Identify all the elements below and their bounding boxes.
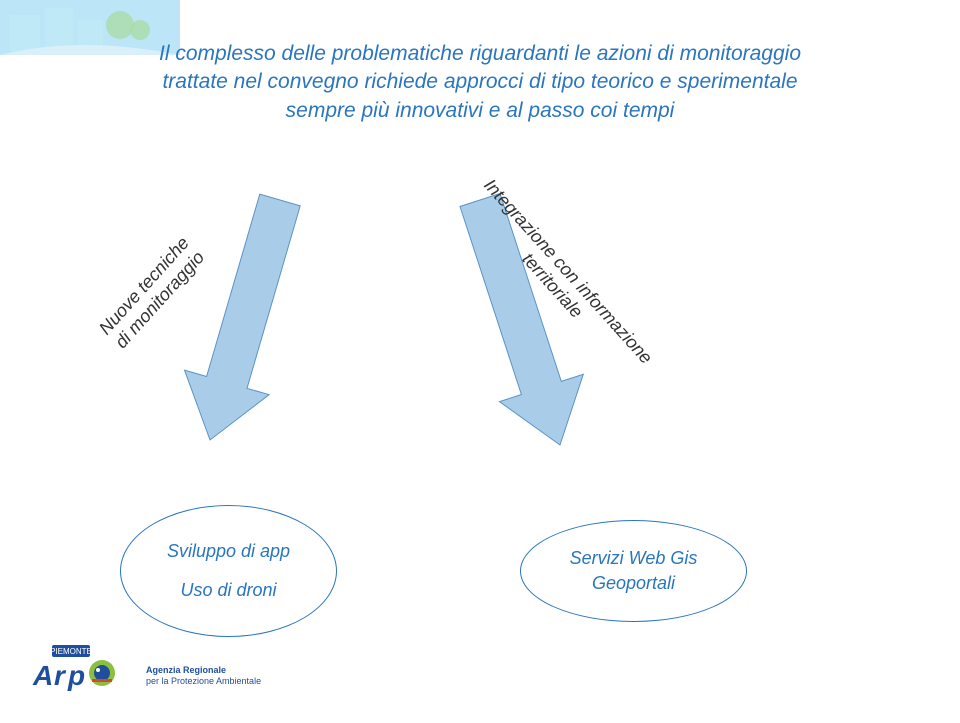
right-ellipse: Servizi Web Gis Geoportali (520, 520, 747, 622)
footer-text: Agenzia Regionale per la Protezione Ambi… (146, 665, 261, 686)
left-ellipse: Sviluppo di app Uso di droni (120, 505, 337, 637)
right-ellipse-line2: Geoportali (592, 571, 675, 596)
right-ellipse-line1: Servizi Web Gis (570, 546, 698, 571)
arrows-layer (0, 0, 960, 723)
svg-text:A: A (32, 660, 53, 691)
arpa-logo-icon: PIEMONTE A r p (30, 643, 140, 708)
svg-text:r: r (54, 660, 67, 691)
svg-text:PIEMONTE: PIEMONTE (50, 647, 92, 656)
left-ellipse-line1: Sviluppo di app (167, 539, 290, 564)
left-ellipse-line2: Uso di droni (180, 578, 276, 603)
footer-line1: Agenzia Regionale (146, 665, 261, 675)
footer-logo: PIEMONTE A r p Agenzia Regionale per la … (30, 643, 261, 708)
footer-line2: per la Protezione Ambientale (146, 676, 261, 686)
svg-text:p: p (67, 660, 85, 691)
